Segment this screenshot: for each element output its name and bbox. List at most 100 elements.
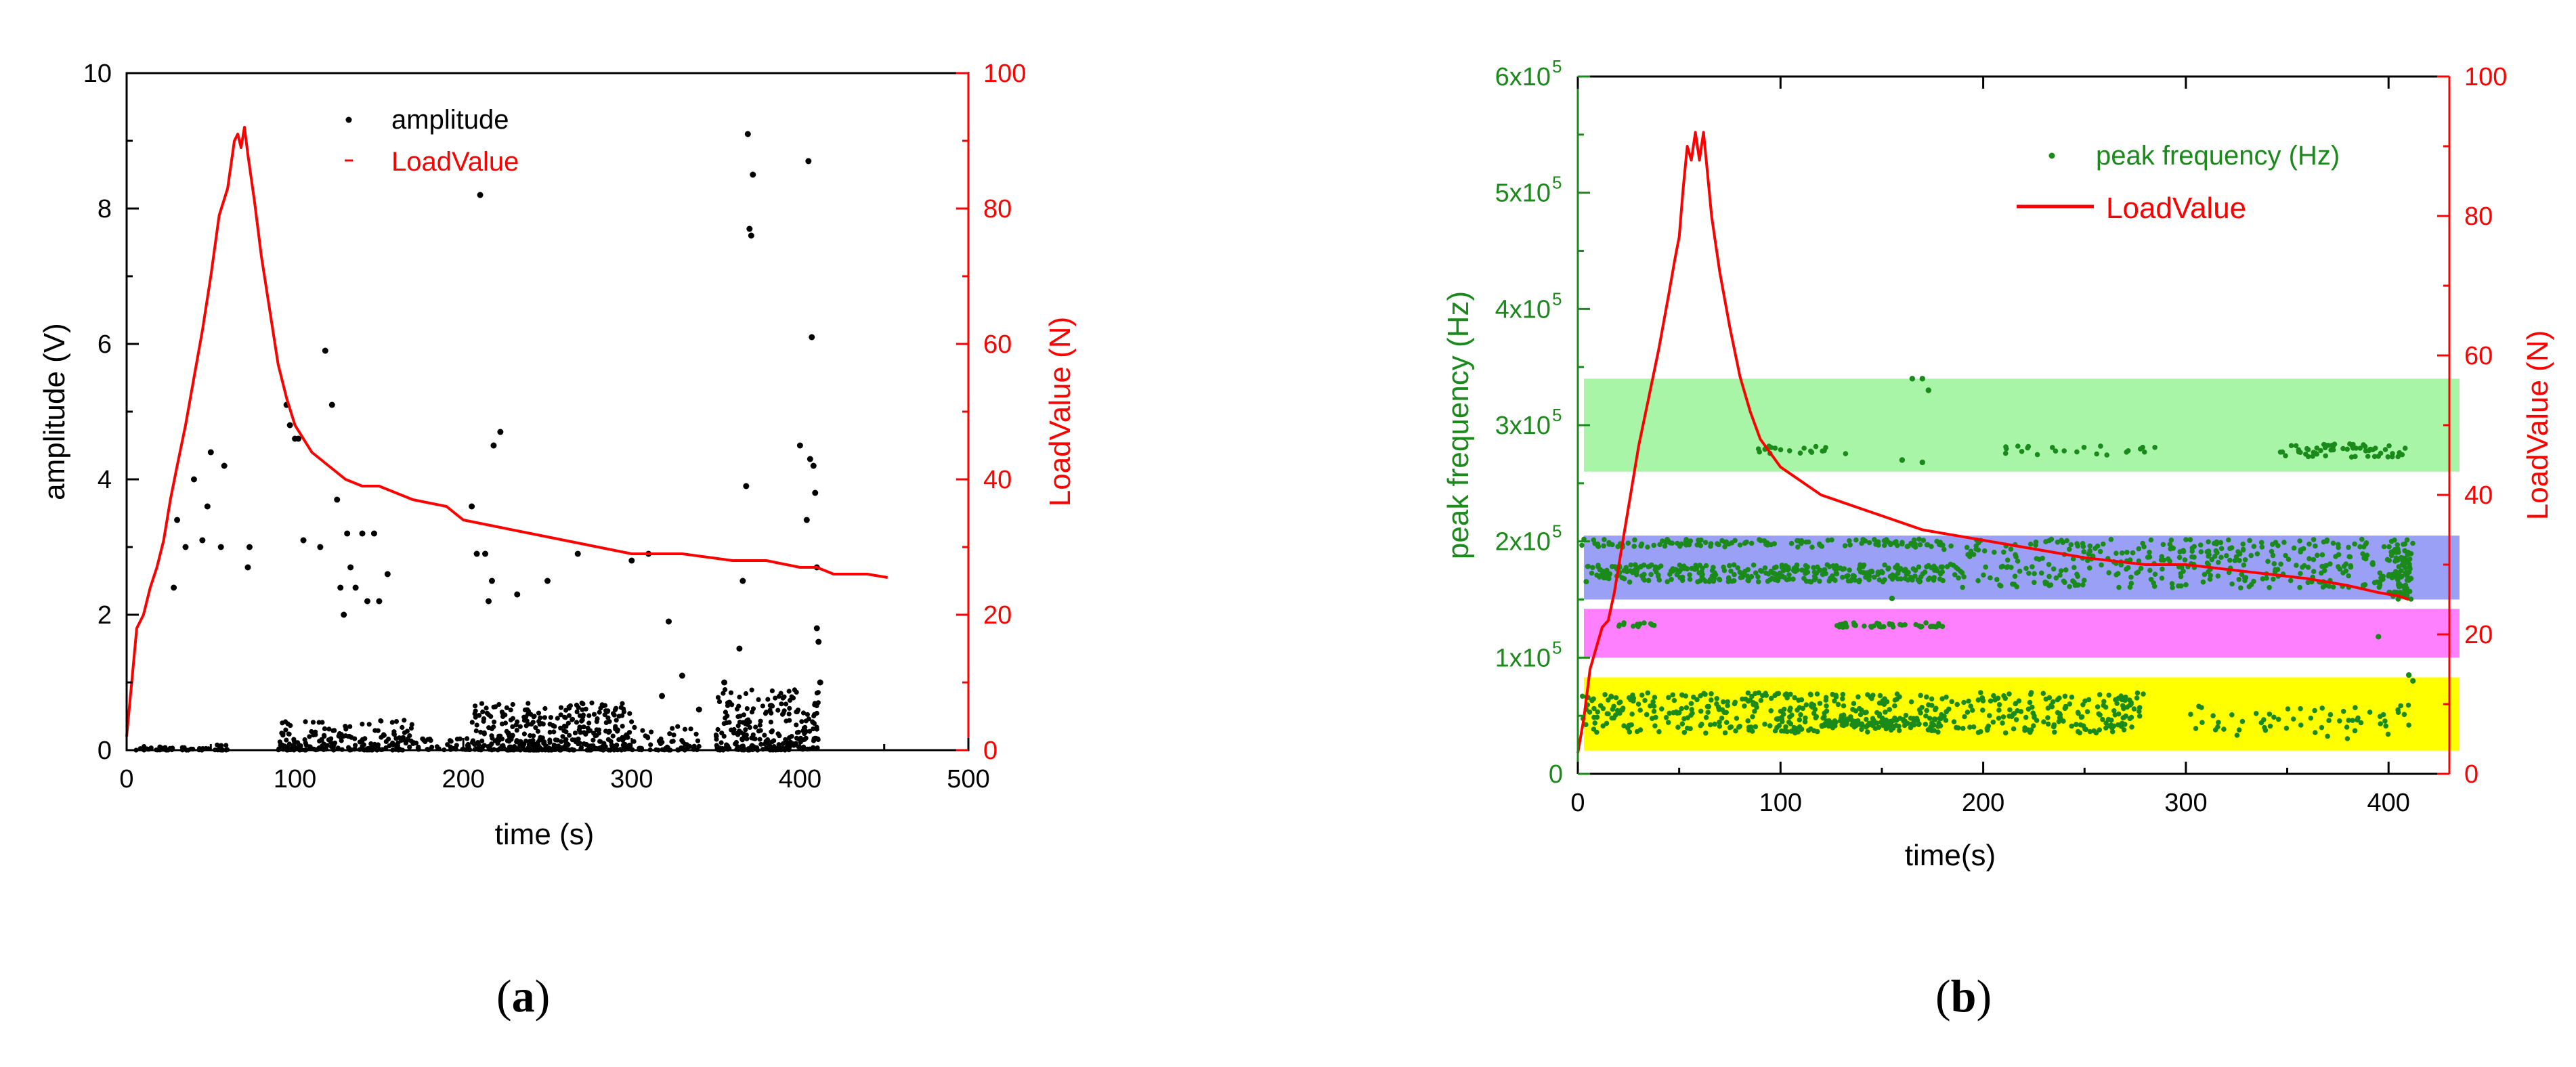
peak-frequency-point — [2057, 572, 2063, 578]
peak-frequency-point — [1751, 701, 1756, 707]
peak-frequency-point — [2352, 728, 2358, 734]
peak-frequency-point — [1765, 578, 1771, 584]
peak-frequency-point — [2395, 596, 2401, 602]
peak-frequency-point — [2127, 584, 2133, 590]
amplitude-point — [182, 544, 189, 550]
peak-frequency-point — [1629, 711, 1635, 717]
peak-frequency-point — [1862, 538, 1868, 544]
peak-frequency-point — [1894, 691, 1900, 697]
peak-frequency-point — [2019, 449, 2025, 454]
peak-frequency-point — [2064, 538, 2069, 544]
peak-frequency-point — [2168, 546, 2173, 552]
y-tick-exponent: 5 — [1552, 173, 1562, 193]
peak-frequency-point — [1725, 703, 1730, 708]
peak-frequency-point — [2049, 704, 2055, 710]
peak-frequency-point — [2053, 448, 2059, 454]
peak-frequency-point — [1865, 729, 1870, 735]
peak-frequency-point — [1941, 546, 1947, 552]
amplitude-point — [508, 717, 514, 723]
peak-frequency-point — [2057, 715, 2063, 720]
peak-frequency-point — [2408, 596, 2414, 602]
peak-frequency-point — [1813, 714, 1820, 720]
peak-frequency-point — [2121, 727, 2127, 733]
amplitude-point — [383, 739, 389, 744]
amplitude-point — [783, 737, 788, 742]
peak-frequency-point — [1580, 693, 1585, 699]
peak-frequency-point — [1830, 563, 1836, 569]
amplitude-point — [457, 736, 463, 741]
peak-frequency-point — [1749, 728, 1755, 734]
amplitude-point — [679, 738, 685, 743]
peak-frequency-point — [2026, 571, 2032, 576]
amplitude-point — [750, 732, 756, 737]
y-tick-label: 4x10 — [1495, 295, 1551, 324]
peak-frequency-point — [2045, 721, 2051, 727]
amplitude-point — [783, 701, 789, 707]
peak-frequency-point — [1742, 696, 1748, 702]
y-tick-label: 3x10 — [1495, 412, 1551, 440]
peak-frequency-point — [1926, 563, 1931, 569]
peak-frequency-point — [2258, 720, 2264, 726]
peak-frequency-point — [1980, 707, 1985, 713]
peak-frequency-point — [1774, 724, 1780, 731]
peak-frequency-point — [1930, 624, 1936, 629]
amplitude-point — [591, 731, 597, 736]
peak-frequency-point — [1859, 540, 1864, 546]
peak-frequency-point — [2214, 550, 2220, 556]
amplitude-point — [174, 517, 181, 523]
peak-frequency-point — [1843, 451, 1849, 456]
amplitude-point — [815, 690, 821, 695]
amplitude-point — [796, 729, 801, 735]
amplitude-point — [328, 401, 335, 408]
amplitude-point — [817, 679, 823, 686]
peak-frequency-point — [1728, 568, 1734, 574]
y2-tick-label: 0 — [983, 737, 997, 765]
peak-frequency-point — [2390, 451, 2395, 456]
peak-frequency-point — [1679, 574, 1686, 580]
amplitude-point — [682, 726, 688, 732]
peak-frequency-point — [2404, 537, 2410, 543]
amplitude-point — [190, 476, 197, 483]
peak-frequency-point — [1987, 713, 1992, 718]
peak-frequency-point — [1973, 543, 1979, 548]
amplitude-point — [349, 735, 354, 740]
peak-frequency-point — [1937, 571, 1944, 577]
peak-frequency-point — [1786, 719, 1792, 725]
peak-frequency-point — [1965, 710, 1971, 715]
amplitude-point — [352, 584, 359, 591]
peak-frequency-point — [1801, 575, 1807, 582]
peak-frequency-point — [2134, 690, 2141, 696]
peak-frequency-point — [1998, 564, 2004, 570]
peak-frequency-point — [1898, 576, 1904, 582]
peak-frequency-point — [1855, 694, 1861, 700]
amplitude-point — [286, 422, 293, 429]
peak-frequency-point — [2349, 443, 2355, 449]
peak-frequency-point — [2000, 714, 2006, 720]
amplitude-point — [614, 742, 620, 747]
amplitude-point — [307, 744, 313, 749]
amplitude-point — [400, 724, 405, 730]
peak-frequency-point — [2170, 585, 2175, 590]
peak-frequency-point — [2072, 582, 2078, 588]
peak-frequency-point — [1951, 719, 1957, 724]
amplitude-point — [282, 743, 288, 749]
peak-frequency-point — [1820, 448, 1825, 454]
amplitude-point — [508, 707, 513, 713]
peak-frequency-point — [2209, 557, 2215, 563]
peak-frequency-point — [1795, 538, 1800, 544]
amplitude-point — [544, 578, 551, 584]
peak-frequency-point — [1919, 376, 1926, 382]
amplitude-point — [558, 725, 563, 731]
peak-frequency-point — [2248, 552, 2254, 559]
peak-frequency-point — [1944, 709, 1949, 714]
x-tick-label: 100 — [1759, 789, 1802, 817]
amplitude-point — [758, 741, 764, 747]
peak-frequency-point — [2188, 712, 2193, 717]
peak-frequency-point — [2206, 539, 2211, 545]
chart-b-plot-area — [1576, 131, 2460, 754]
amplitude-point — [576, 741, 581, 747]
peak-frequency-point — [2108, 536, 2114, 542]
peak-frequency-point — [1648, 571, 1654, 578]
peak-frequency-point — [1813, 443, 1819, 450]
amplitude-point — [607, 719, 612, 724]
